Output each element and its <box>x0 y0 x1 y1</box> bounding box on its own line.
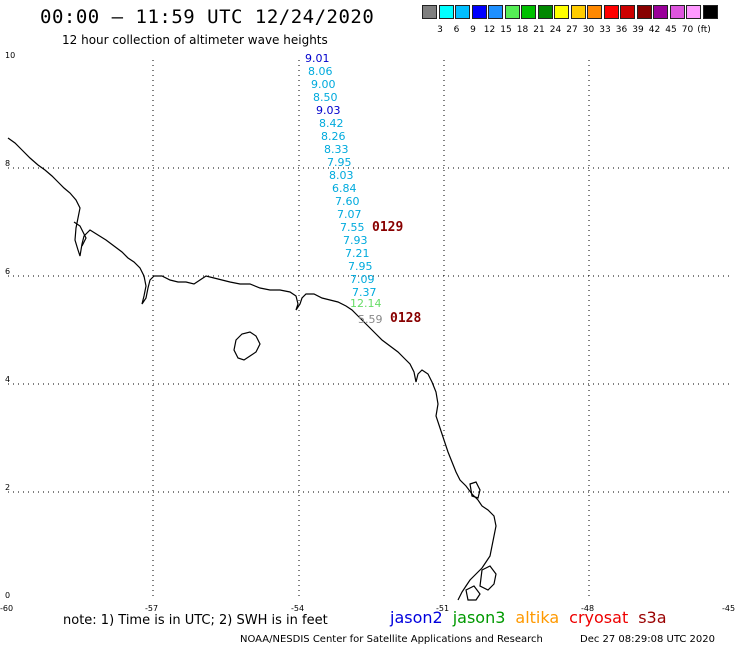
footer-note: note: 1) Time is in UTC; 2) SWH is in fe… <box>63 613 328 628</box>
footer-credit: NOAA/NESDIS Center for Satellite Applica… <box>240 634 543 645</box>
island-delta-2 <box>479 565 497 591</box>
wave-height-reading: 8.42 <box>319 117 344 130</box>
colorbar-swatch <box>537 5 553 19</box>
colorbar-label: 12 <box>483 25 496 35</box>
satellite-name: cryosat <box>569 608 629 627</box>
wave-height-reading: 7.07 <box>337 208 362 221</box>
colorbar-label: 3 <box>437 25 443 35</box>
x-tick-label: -57 <box>145 604 158 613</box>
wave-height-reading: 7.09 <box>350 273 375 286</box>
x-tick-label: -45 <box>722 604 735 613</box>
map-subtitle: 12 hour collection of altimeter wave hei… <box>62 33 328 47</box>
wave-readings: 9.018.069.008.509.038.428.268.337.958.03… <box>305 52 383 326</box>
x-tick-label: -54 <box>291 604 304 613</box>
satellite-name: s3a <box>638 608 667 627</box>
colorbar-label: 70 <box>681 25 694 35</box>
colorbar-swatch <box>702 5 718 19</box>
pass-time-label: 0129 <box>372 220 403 235</box>
wave-height-reading: 8.26 <box>321 130 346 143</box>
colorbar-swatch <box>488 5 503 19</box>
y-tick-label: 6 <box>5 267 10 276</box>
wave-height-reading: 8.03 <box>329 169 354 182</box>
wave-height-reading: 7.37 <box>352 286 377 299</box>
colorbar-swatch <box>521 5 536 19</box>
colorbar-swatch <box>504 5 520 19</box>
colorbar-swatch <box>422 5 437 19</box>
axis-tick-labels: -60 -57 -54 -51 -48 -45 0 2 4 6 8 10 <box>0 51 735 613</box>
colorbar-label: 24 <box>549 25 562 35</box>
colorbar-label: 21 <box>533 25 545 35</box>
colorbar-swatch <box>570 5 586 19</box>
wave-height-reading: 9.00 <box>311 78 336 91</box>
colorbar-label: 30 <box>582 25 595 35</box>
wave-height-reading: 7.95 <box>327 156 352 169</box>
wave-height-reading: 5.59 <box>358 313 383 326</box>
colorbar-label: 33 <box>599 25 611 35</box>
wave-height-reading: 8.50 <box>313 91 338 104</box>
coastline-north <box>7 137 497 601</box>
colorbar-swatch <box>587 5 602 19</box>
x-tick-label: -51 <box>436 604 449 613</box>
pass-time-labels: 0129 0128 <box>372 220 421 326</box>
pass-time-label: 0128 <box>390 311 421 326</box>
island-large <box>233 331 261 361</box>
colorbar-swatch <box>636 5 652 19</box>
satellite-name: jason3 <box>452 608 506 627</box>
inlet-north <box>73 221 87 247</box>
y-tick-label: 8 <box>5 159 10 168</box>
wave-height-reading: 9.01 <box>305 52 330 65</box>
wave-height-reading: 7.21 <box>345 247 370 260</box>
colorbar-label: (ft) <box>697 25 711 35</box>
colorbar-swatch <box>554 5 569 19</box>
colorbar-swatch <box>603 5 619 19</box>
colorbar-swatch <box>669 5 685 19</box>
wave-height-reading: 9.03 <box>316 104 341 117</box>
coastline <box>7 137 497 601</box>
grid-lines <box>8 60 730 600</box>
colorbar-swatch <box>686 5 701 19</box>
island-delta-3 <box>465 585 481 601</box>
colorbar-label: 6 <box>453 25 460 35</box>
wave-height-reading: 7.55 <box>340 221 365 234</box>
satellite-name: altika <box>515 608 560 627</box>
colorbar-swatch <box>438 5 454 19</box>
x-tick-label: -48 <box>581 604 594 613</box>
colorbar-label: 45 <box>665 25 677 35</box>
colorbar-swatch <box>620 5 635 19</box>
wave-height-reading: 8.06 <box>308 65 333 78</box>
colorbar-label: 18 <box>516 25 529 35</box>
y-tick-label: 4 <box>5 375 10 384</box>
colorbar-label: 15 <box>500 25 512 35</box>
colorbar-swatch <box>455 5 470 19</box>
wave-height-reading: 7.93 <box>343 234 368 247</box>
satellite-legend: jason2 jason3 altika cryosat s3a <box>390 608 677 627</box>
y-tick-label: 0 <box>5 591 10 600</box>
wave-height-reading: 7.60 <box>335 195 360 208</box>
wave-height-reading: 7.95 <box>348 260 373 273</box>
colorbar-label: 42 <box>648 25 661 35</box>
x-tick-label: -60 <box>0 604 13 613</box>
wave-height-reading: 12.14 <box>350 297 382 310</box>
footer-timestamp: Dec 27 08:29:08 UTC 2020 <box>580 634 715 645</box>
map-title: 00:00 – 11:59 UTC 12/24/2020 <box>40 6 375 28</box>
y-tick-label: 10 <box>5 51 15 60</box>
colorbar-label: 36 <box>615 25 628 35</box>
colorbar-swatch <box>653 5 668 19</box>
colorbar-label: 9 <box>470 25 476 35</box>
y-tick-label: 2 <box>5 483 10 492</box>
colorbar-swatch <box>471 5 487 19</box>
wave-height-reading: 8.33 <box>324 143 349 156</box>
colorbar-label: 27 <box>566 25 578 35</box>
satellite-name: jason2 <box>390 608 443 627</box>
colorbar-label: 39 <box>632 25 644 35</box>
island-delta-1 <box>469 481 481 499</box>
wave-height-reading: 6.84 <box>332 182 357 195</box>
